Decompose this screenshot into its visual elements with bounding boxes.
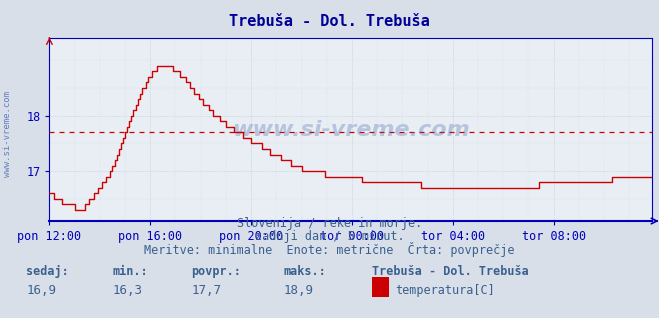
Text: www.si-vreme.com: www.si-vreme.com [232, 120, 470, 140]
Text: 17,7: 17,7 [191, 284, 221, 297]
Text: zadnji dan / 5 minut.: zadnji dan / 5 minut. [254, 230, 405, 243]
Text: www.si-vreme.com: www.si-vreme.com [3, 91, 13, 176]
Text: 16,3: 16,3 [112, 284, 142, 297]
Text: Trebuša - Dol. Trebuša: Trebuša - Dol. Trebuša [229, 14, 430, 29]
Text: min.:: min.: [112, 265, 148, 278]
Text: Trebuša - Dol. Trebuša: Trebuša - Dol. Trebuša [372, 265, 529, 278]
Text: Slovenija / reke in morje.: Slovenija / reke in morje. [237, 218, 422, 230]
Text: Meritve: minimalne  Enote: metrične  Črta: povprečje: Meritve: minimalne Enote: metrične Črta:… [144, 242, 515, 257]
Text: maks.:: maks.: [283, 265, 326, 278]
Text: povpr.:: povpr.: [191, 265, 241, 278]
Text: 18,9: 18,9 [283, 284, 314, 297]
Text: temperatura[C]: temperatura[C] [395, 284, 495, 297]
Text: sedaj:: sedaj: [26, 265, 69, 278]
Text: 16,9: 16,9 [26, 284, 57, 297]
